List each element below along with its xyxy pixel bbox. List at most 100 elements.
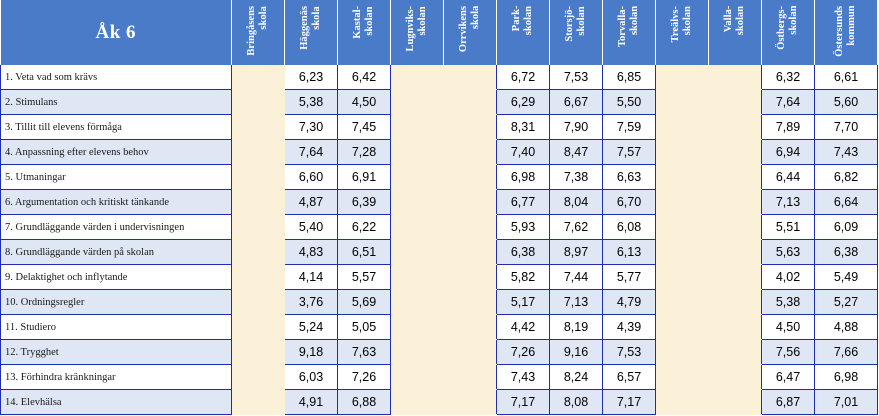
- empty-cell: [443, 239, 497, 265]
- empty-cell: [390, 114, 444, 140]
- column-header: Treälvs- skolan: [655, 0, 709, 65]
- column-header-label: Torvalla- skolan: [617, 6, 640, 48]
- value-cell: 5,38: [284, 89, 338, 115]
- empty-cell: [231, 89, 285, 115]
- empty-cell: [443, 389, 497, 415]
- column-header-label: Kastal- skolan: [352, 6, 375, 39]
- table-row: 12. Trygghet 9,18 7,63 7,26 9,16 7,53 7,56 7,66: [0, 339, 878, 365]
- column-header-label: Östbergs- skolan: [776, 6, 799, 50]
- empty-cell: [231, 65, 285, 90]
- row-label: 12. Trygghet: [0, 339, 232, 365]
- value-cell: 5,82: [496, 264, 550, 290]
- empty-cell: [655, 364, 709, 390]
- value-cell: 7,56: [761, 339, 815, 365]
- empty-cell: [655, 289, 709, 315]
- empty-cell: [231, 164, 285, 190]
- value-cell: 6,38: [496, 239, 550, 265]
- empty-cell: [231, 364, 285, 390]
- empty-cell: [231, 339, 285, 365]
- value-cell: 6,51: [337, 239, 391, 265]
- table-row: 8. Grundläggande värden på skolan 4,83 6,5…: [0, 239, 878, 265]
- empty-cell: [231, 314, 285, 340]
- value-cell: 6,94: [761, 139, 815, 165]
- value-cell: 8,97: [549, 239, 603, 265]
- value-cell: 6,39: [337, 189, 391, 215]
- value-cell: 6,44: [761, 164, 815, 190]
- value-cell: 8,31: [496, 114, 550, 140]
- value-cell: 8,19: [549, 314, 603, 340]
- header-row: Åk 6 Bringåsens skola Häggenäs skola Kas…: [0, 0, 878, 65]
- empty-cell: [231, 264, 285, 290]
- value-cell: 5,49: [814, 264, 878, 290]
- value-cell: 5,51: [761, 214, 815, 240]
- empty-cell: [708, 214, 762, 240]
- value-cell: 6,88: [337, 389, 391, 415]
- value-cell: 5,69: [337, 289, 391, 315]
- empty-cell: [655, 114, 709, 140]
- value-cell: 6,63: [602, 164, 656, 190]
- row-label: 5. Utmaningar: [0, 164, 232, 190]
- column-header-label: Östersunds kommun: [834, 6, 857, 57]
- row-label: 7. Grundläggande värden i undervisningen: [0, 214, 232, 240]
- value-cell: 7,17: [496, 389, 550, 415]
- value-cell: 7,66: [814, 339, 878, 365]
- value-cell: 7,59: [602, 114, 656, 140]
- value-cell: 8,24: [549, 364, 603, 390]
- table-row: 9. Delaktighet och inflytande 4,14 5,57 5,8…: [0, 264, 878, 290]
- table-row: 1. Veta vad som krävs 6,23 6,42 6,72 7,53 6,8…: [0, 65, 878, 90]
- empty-cell: [231, 139, 285, 165]
- value-cell: 4,79: [602, 289, 656, 315]
- empty-cell: [231, 114, 285, 140]
- empty-cell: [708, 364, 762, 390]
- table-row: 5. Utmaningar 6,60 6,91 6,98 7,38 6,63 6,44 6,8…: [0, 164, 878, 190]
- row-label: 8. Grundläggande värden på skolan: [0, 239, 232, 265]
- value-cell: 6,60: [284, 164, 338, 190]
- value-cell: 6,03: [284, 364, 338, 390]
- value-cell: 7,13: [761, 189, 815, 215]
- column-header: Östbergs- skolan: [761, 0, 815, 65]
- empty-cell: [655, 139, 709, 165]
- empty-cell: [708, 114, 762, 140]
- row-label: 9. Delaktighet och inflytande: [0, 264, 232, 290]
- row-label: 11. Studiero: [0, 314, 232, 340]
- value-cell: 7,44: [549, 264, 603, 290]
- table-row: 7. Grundläggande värden i undervisningen…: [0, 214, 878, 240]
- column-header: Lugnviks- skolan: [390, 0, 444, 65]
- empty-cell: [655, 264, 709, 290]
- value-cell: 7,17: [602, 389, 656, 415]
- column-header-label: Valla- skolan: [723, 6, 746, 36]
- value-cell: 6,32: [761, 65, 815, 90]
- empty-cell: [655, 164, 709, 190]
- value-cell: 7,62: [549, 214, 603, 240]
- value-cell: 6,85: [602, 65, 656, 90]
- value-cell: 7,26: [337, 364, 391, 390]
- value-cell: 7,13: [549, 289, 603, 315]
- column-header: Valla- skolan: [708, 0, 762, 65]
- table-row: 6. Argumentation och kritiskt tänkande 4,…: [0, 189, 878, 215]
- empty-cell: [231, 289, 285, 315]
- value-cell: 4,42: [496, 314, 550, 340]
- column-header-label: Park- skolan: [511, 6, 534, 36]
- row-label: 14. Elevhälsa: [0, 389, 232, 415]
- value-cell: 7,53: [602, 339, 656, 365]
- empty-cell: [390, 139, 444, 165]
- table-row: 11. Studiero 5,24 5,05 4,42 8,19 4,39 4,50 4,88: [0, 314, 878, 340]
- empty-cell: [655, 389, 709, 415]
- value-cell: 6,87: [761, 389, 815, 415]
- empty-cell: [443, 289, 497, 315]
- value-cell: 6,64: [814, 189, 878, 215]
- value-cell: 4,88: [814, 314, 878, 340]
- value-cell: 8,08: [549, 389, 603, 415]
- value-cell: 7,26: [496, 339, 550, 365]
- empty-cell: [390, 364, 444, 390]
- empty-cell: [655, 189, 709, 215]
- table-row: 10. Ordningsregler 3,76 5,69 5,17 7,13 4,79 5,…: [0, 289, 878, 315]
- value-cell: 9,18: [284, 339, 338, 365]
- row-label: 3. Tillit till elevens förmåga: [0, 114, 232, 140]
- empty-cell: [708, 189, 762, 215]
- empty-cell: [390, 239, 444, 265]
- value-cell: 4,50: [761, 314, 815, 340]
- value-cell: 9,16: [549, 339, 603, 365]
- value-cell: 5,27: [814, 289, 878, 315]
- empty-cell: [655, 314, 709, 340]
